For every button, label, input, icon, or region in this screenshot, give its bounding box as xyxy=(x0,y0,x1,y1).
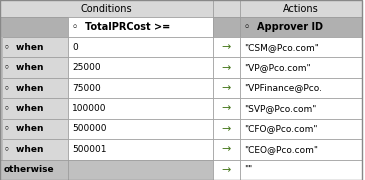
Bar xyxy=(240,78,362,98)
Text: →: → xyxy=(222,124,231,134)
Bar xyxy=(240,160,362,180)
Bar xyxy=(0,57,3,78)
Bar xyxy=(240,57,362,78)
Bar xyxy=(240,0,362,17)
Bar xyxy=(240,17,362,37)
Bar xyxy=(0,160,68,180)
Bar xyxy=(0,139,3,160)
Text: →: → xyxy=(222,63,231,73)
Bar xyxy=(213,160,240,180)
Text: ◦  when: ◦ when xyxy=(4,84,43,93)
Text: "CEO@Pco.com": "CEO@Pco.com" xyxy=(244,145,318,154)
Bar xyxy=(0,139,68,160)
Bar xyxy=(240,139,362,160)
Text: →: → xyxy=(222,42,231,52)
Bar xyxy=(68,37,213,57)
Text: →: → xyxy=(222,103,231,114)
Bar xyxy=(213,139,240,160)
Bar xyxy=(0,37,3,57)
Text: 0: 0 xyxy=(72,43,78,52)
Bar xyxy=(68,57,213,78)
Text: 100000: 100000 xyxy=(72,104,107,113)
Text: ◦  when: ◦ when xyxy=(4,124,43,133)
Bar xyxy=(213,119,240,139)
Bar xyxy=(0,98,3,119)
Bar xyxy=(0,119,3,139)
Bar xyxy=(0,57,68,78)
Text: Conditions: Conditions xyxy=(81,3,132,13)
Text: "CSM@Pco.com": "CSM@Pco.com" xyxy=(244,43,319,52)
Text: →: → xyxy=(222,165,231,175)
Text: otherwise: otherwise xyxy=(4,165,55,174)
Bar xyxy=(213,17,240,37)
Text: ◦  when: ◦ when xyxy=(4,145,43,154)
Text: →: → xyxy=(222,144,231,154)
Text: 500000: 500000 xyxy=(72,124,107,133)
Text: "SVP@Pco.com": "SVP@Pco.com" xyxy=(244,104,316,113)
Bar xyxy=(68,17,213,37)
Bar xyxy=(0,119,68,139)
Text: ◦  when: ◦ when xyxy=(4,104,43,113)
Text: "CFO@Pco.com": "CFO@Pco.com" xyxy=(244,124,318,133)
Bar xyxy=(0,78,68,98)
Text: Actions: Actions xyxy=(283,3,319,13)
Bar xyxy=(213,37,240,57)
Text: ◦  when: ◦ when xyxy=(4,63,43,72)
Bar xyxy=(0,78,3,98)
Bar xyxy=(240,37,362,57)
Text: ◦  TotalPRCost >=: ◦ TotalPRCost >= xyxy=(72,22,170,32)
Text: 75000: 75000 xyxy=(72,84,101,93)
Text: ◦  when: ◦ when xyxy=(4,43,43,52)
Bar xyxy=(0,17,68,37)
Bar xyxy=(0,37,68,57)
Bar xyxy=(68,139,213,160)
Bar xyxy=(68,78,213,98)
Text: ◦  Approver ID: ◦ Approver ID xyxy=(244,22,323,32)
Bar xyxy=(213,0,240,17)
Text: 500001: 500001 xyxy=(72,145,107,154)
Bar xyxy=(68,160,213,180)
Bar xyxy=(0,98,68,119)
Text: "VPFinance@Pco.: "VPFinance@Pco. xyxy=(244,84,322,93)
Text: "VP@Pco.com": "VP@Pco.com" xyxy=(244,63,311,72)
Bar xyxy=(213,78,240,98)
Text: "": "" xyxy=(244,165,252,174)
Bar xyxy=(213,98,240,119)
Bar xyxy=(68,98,213,119)
Bar xyxy=(213,57,240,78)
Bar xyxy=(0,0,213,17)
Bar xyxy=(240,98,362,119)
Bar xyxy=(68,119,213,139)
Text: 25000: 25000 xyxy=(72,63,101,72)
Bar xyxy=(240,119,362,139)
Text: →: → xyxy=(222,83,231,93)
